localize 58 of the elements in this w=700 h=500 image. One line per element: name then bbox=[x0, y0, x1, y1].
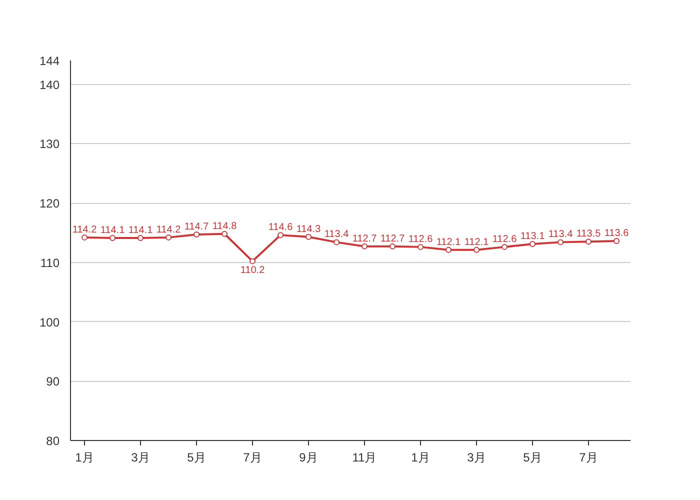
y-tick-label: 80 bbox=[46, 434, 60, 448]
point bbox=[250, 258, 256, 264]
point bbox=[502, 244, 508, 250]
point bbox=[586, 238, 592, 245]
x-tick-label: 5月 bbox=[523, 450, 542, 464]
point bbox=[474, 246, 480, 253]
data-label: 114.1 bbox=[128, 225, 154, 236]
y-tick-label: 110 bbox=[40, 256, 60, 270]
data-label: 112.7 bbox=[352, 233, 378, 244]
y-tick-label: 90 bbox=[46, 374, 60, 389]
point bbox=[446, 246, 452, 253]
data-label: 113.1 bbox=[520, 230, 546, 242]
point bbox=[558, 239, 564, 246]
data-label: 114.6 bbox=[268, 222, 294, 234]
x-tick-label: 11月 bbox=[352, 450, 377, 464]
data-label: 110.2 bbox=[240, 265, 266, 276]
data-label: 112.1 bbox=[464, 236, 490, 248]
data-label: 113.5 bbox=[576, 228, 602, 240]
data-label: 114.2 bbox=[156, 224, 182, 236]
data-label: 114.8 bbox=[212, 220, 238, 232]
x-tick-label: 7月 bbox=[243, 450, 262, 464]
y-tick-label: 140 bbox=[39, 78, 60, 92]
point bbox=[306, 234, 312, 240]
point bbox=[390, 243, 396, 250]
data-label: 114.1 bbox=[100, 225, 126, 236]
point bbox=[194, 231, 200, 238]
point bbox=[278, 232, 284, 238]
y-tick-label: 100 bbox=[39, 315, 60, 330]
x-tick-label: 7月 bbox=[579, 450, 598, 464]
y-tick-label: 144 bbox=[39, 54, 60, 68]
data-label: 114.2 bbox=[72, 224, 98, 236]
point bbox=[82, 234, 88, 240]
x-tick-label: 9月 bbox=[299, 450, 318, 464]
x-tick-label: 3月 bbox=[131, 450, 150, 464]
point bbox=[222, 230, 228, 237]
x-tick-label: 1月 bbox=[75, 450, 94, 464]
data-label: 112.1 bbox=[436, 236, 462, 248]
point bbox=[166, 234, 172, 240]
data-label: 114.3 bbox=[296, 224, 322, 235]
x-tick-label: 3月 bbox=[467, 450, 486, 464]
point bbox=[530, 240, 536, 247]
data-label: 112.6 bbox=[492, 234, 518, 245]
point bbox=[418, 244, 424, 250]
point bbox=[110, 235, 116, 242]
point bbox=[614, 238, 620, 244]
data-label: 112.7 bbox=[380, 233, 406, 244]
point bbox=[334, 239, 340, 246]
data-label: 113.4 bbox=[548, 229, 574, 240]
x-tick-label: 1月 bbox=[411, 450, 430, 464]
data-label: 112.6 bbox=[408, 234, 434, 245]
x-tick-label: 5月 bbox=[187, 450, 206, 464]
point bbox=[362, 243, 368, 250]
data-label: 114.7 bbox=[184, 221, 210, 232]
data-label: 113.4 bbox=[324, 229, 350, 240]
y-tick-label: 130 bbox=[39, 137, 60, 152]
data-label: 113.6 bbox=[604, 228, 630, 239]
point bbox=[138, 235, 144, 242]
y-tick-label: 120 bbox=[39, 196, 60, 210]
